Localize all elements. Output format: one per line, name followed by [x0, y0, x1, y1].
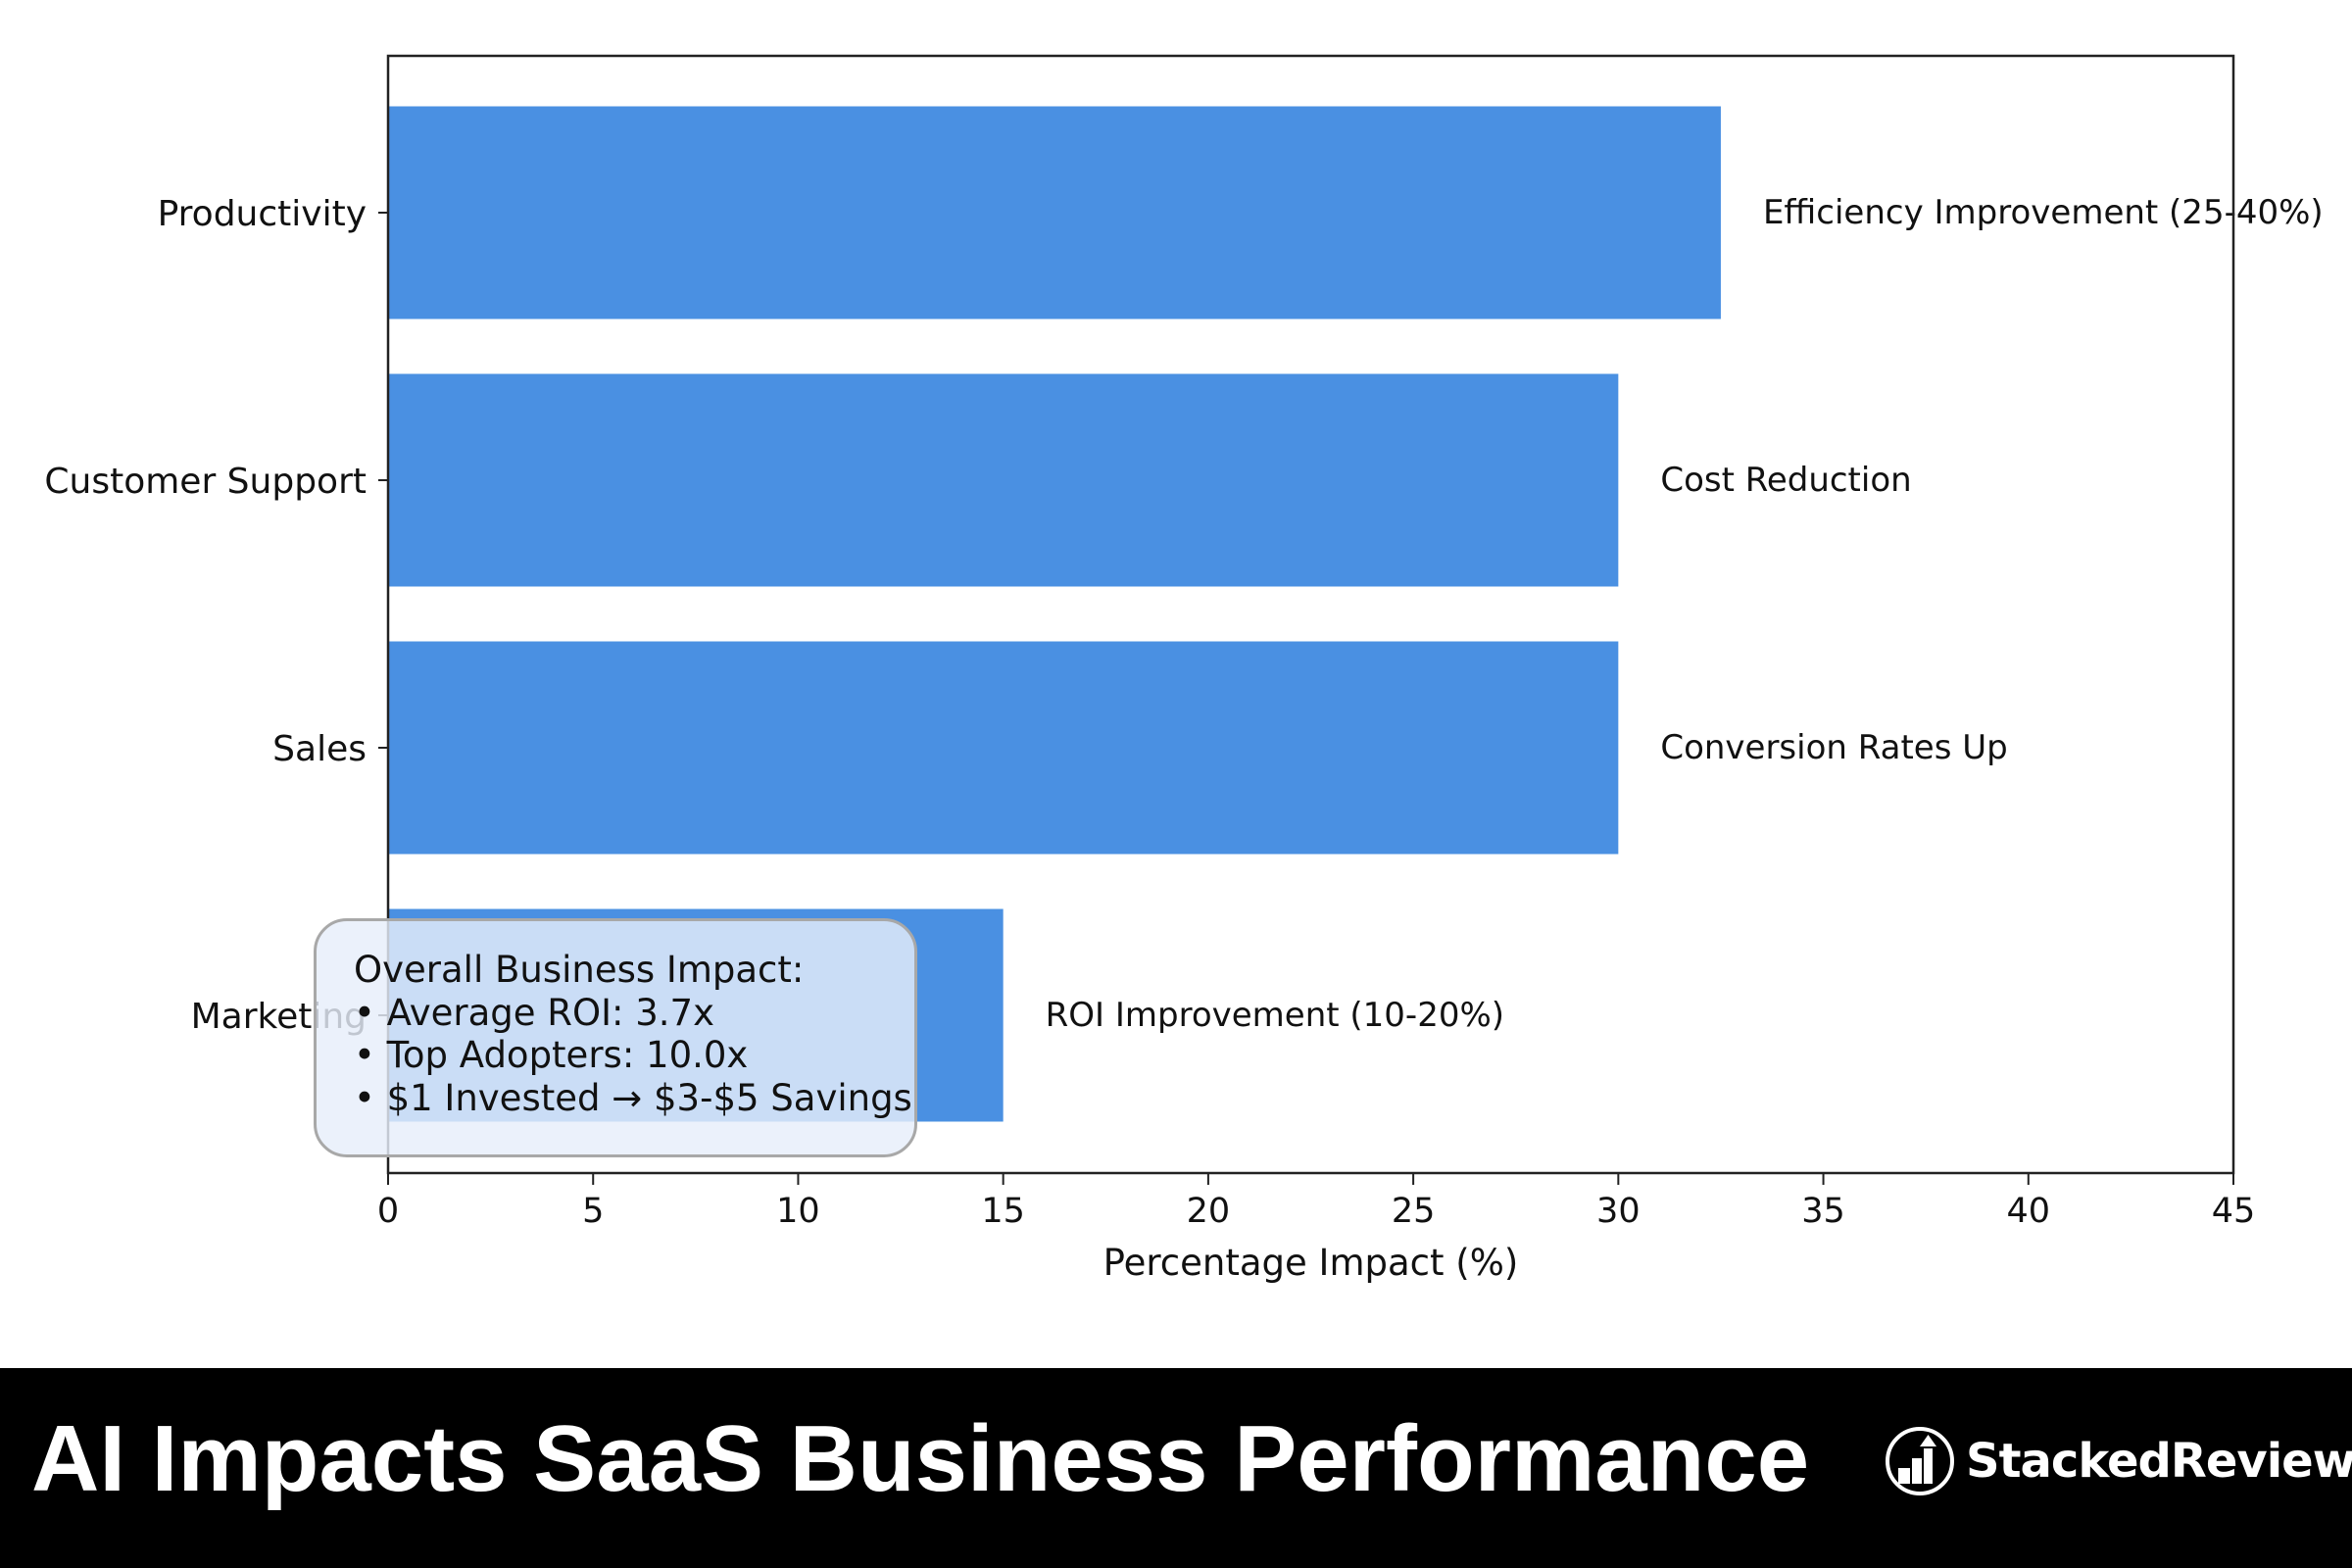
logo-text: StackedReview	[1966, 1434, 2352, 1489]
x-axis-label: Percentage Impact (%)	[1103, 1242, 1519, 1284]
y-tick-label: Customer Support	[44, 462, 367, 502]
overall-impact-annotation: Overall Business Impact: • Average ROI: …	[314, 918, 917, 1157]
title-banner: AI Impacts SaaS Business Performance Sta…	[0, 1368, 2352, 1568]
bar-sales	[388, 641, 1619, 855]
x-tick-label: 30	[1596, 1192, 1641, 1231]
plot-frame	[386, 54, 2235, 1175]
logo: StackedReview	[1884, 1425, 2352, 1497]
x-tick-label: 25	[1392, 1192, 1436, 1231]
x-tick-label: 45	[2212, 1192, 2256, 1231]
x-tick-label: 35	[1801, 1192, 1845, 1231]
annotation-line-roi: • Average ROI: 3.7x	[354, 991, 714, 1034]
bar-label: Cost Reduction	[1660, 461, 1911, 500]
y-tick-label: Sales	[272, 729, 367, 769]
bar-label: Efficiency Improvement (25-40%)	[1763, 193, 2324, 232]
x-tick-label: 20	[1187, 1192, 1231, 1231]
bar-chart-arrow-icon	[1886, 1427, 1954, 1495]
x-tick-label: 0	[377, 1192, 399, 1231]
annotation-line-savings: • $1 Invested → $3-$5 Savings	[354, 1076, 912, 1119]
banner-title: AI Impacts SaaS Business Performance	[31, 1406, 1810, 1511]
bar-label: ROI Improvement (10-20%)	[1046, 996, 1504, 1035]
annotation-title: Overall Business Impact:	[354, 949, 805, 991]
x-tick-label: 15	[981, 1192, 1025, 1231]
bar-productivity	[388, 106, 1721, 319]
annotation-line-top-adopters: • Top Adopters: 10.0x	[354, 1034, 749, 1076]
x-tick-label: 10	[776, 1192, 820, 1231]
x-tick-label: 5	[582, 1192, 604, 1231]
bar-label: Conversion Rates Up	[1660, 728, 2007, 767]
bar-chart: Productivity Efficiency Improvement (25-4…	[44, 54, 2324, 1284]
y-tick-label: Productivity	[158, 194, 367, 234]
x-tick-label: 40	[2007, 1192, 2051, 1231]
bar-customer-support	[388, 373, 1619, 587]
